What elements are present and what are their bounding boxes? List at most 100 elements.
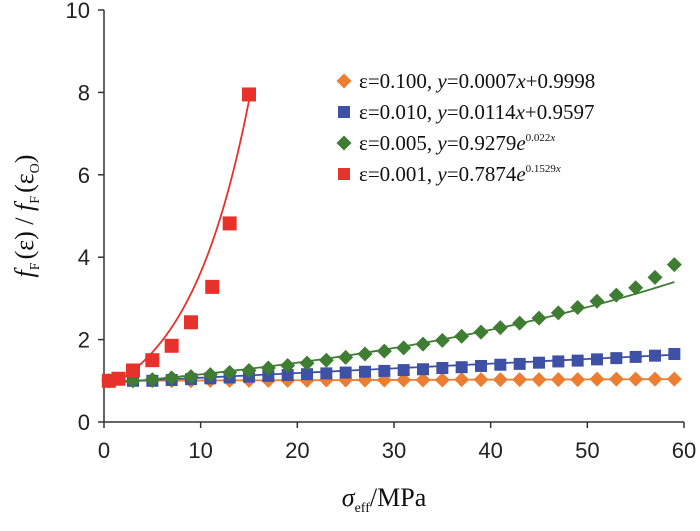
legend-marker [338,168,350,180]
data-point-diamond [454,372,470,388]
data-point-square [571,354,584,367]
data-point-square [649,349,661,362]
data-point-diamond [299,355,315,371]
data-point-diamond [222,365,238,381]
data-point-diamond [434,372,450,388]
x-tick-label: 60 [672,438,696,463]
data-point-square [378,364,391,377]
legend-entry: ε=0.005, y=0.9279e0.022x [359,131,555,155]
data-point-diamond [608,371,624,387]
data-point-diamond [144,372,160,388]
data-point-diamond [647,269,663,285]
x-tick-label: 50 [575,438,599,463]
data-point-diamond [415,336,431,352]
data-point-square [301,368,313,381]
data-point-diamond [338,349,354,365]
data-point-square [359,365,371,378]
y-axis-title: fF(ε) / fF(εO) [10,155,43,278]
data-point-diamond [531,310,547,326]
legend-entry: ε=0.100, y=0.0007x+0.9998 [359,69,595,93]
data-point-diamond [492,372,508,388]
x-tick-label: 20 [285,438,309,463]
data-point-diamond [531,372,547,388]
x-tick-label: 0 [98,438,110,463]
axis-titles: σeff/MPa fF(ε) / fF(εO) [10,155,427,516]
data-point-diamond [357,346,373,362]
y-tick-label: 2 [78,328,90,353]
x-axis-title: σeff/MPa [342,483,427,516]
data-point-diamond [434,332,450,348]
data-point-diamond [318,352,334,368]
data-point-square [494,358,507,371]
legend-marker [338,106,350,118]
legend-entry: ε=0.001, y=0.7874e0.1529x [359,162,561,186]
data-point-diamond [280,358,296,374]
data-points [101,87,682,389]
legend: ε=0.100, y=0.0007x+0.9998 ε=0.010, y=0.01… [336,69,595,186]
data-point-diamond [550,372,566,388]
data-point-square [262,369,275,382]
fit-line [118,100,250,382]
data-point-square [668,348,681,361]
data-point-square [164,338,179,353]
data-point-square [242,87,256,102]
data-point-square [513,357,526,370]
data-point-diamond [260,360,276,376]
data-point-diamond [396,372,412,388]
data-point-square [126,363,140,378]
y-tick-label: 0 [78,410,90,435]
x-tick-label: 40 [478,438,502,463]
data-point-diamond [570,372,586,388]
data-point-diamond [550,305,566,321]
data-point-square [417,363,429,376]
data-point-diamond [589,293,605,309]
data-point-square [455,361,468,374]
data-point-diamond [628,371,644,387]
data-point-square [222,216,237,231]
data-point-diamond [396,340,412,356]
data-point-diamond [628,280,644,296]
data-point-diamond [454,328,470,344]
data-point-square [610,352,623,365]
legend-entry: ε=0.010, y=0.0114x+0.9597 [359,100,595,124]
legend-marker [336,73,352,89]
data-point-square [145,353,160,368]
data-point-square [436,362,449,375]
data-point-diamond [241,363,257,378]
data-point-square [591,353,603,366]
data-point-diamond [473,372,489,388]
x-tick-label: 30 [382,438,406,463]
data-point-square [397,364,410,377]
data-point-diamond [164,370,180,386]
data-point-square [339,366,352,379]
data-point-square [629,350,642,363]
data-point-diamond [473,324,489,340]
y-tick-label: 8 [78,80,90,105]
y-tick-label: 6 [78,163,90,188]
x-tick-label: 10 [188,438,212,463]
data-point-square [281,369,294,382]
data-point-square [205,279,220,294]
data-point-diamond [183,369,199,385]
data-point-square [533,356,545,369]
data-point-diamond [492,320,508,336]
data-point-diamond [202,367,218,383]
data-point-square [320,367,333,380]
data-point-square [184,315,198,330]
axes: 0 2 4 6 8 10 0 10 20 30 40 50 60 [66,0,697,463]
y-tick-label: 10 [66,0,90,23]
data-point-diamond [376,343,392,359]
data-point-square [475,359,487,372]
data-point-diamond [647,371,663,387]
data-point-diamond [666,371,682,387]
data-point-diamond [666,257,682,273]
data-point-diamond [589,371,605,387]
data-point-square [111,371,126,386]
data-point-square [552,355,565,368]
legend-marker [336,135,352,151]
y-tick-label: 4 [78,245,90,270]
data-point-diamond [415,372,431,388]
data-point-diamond [570,299,586,315]
data-point-diamond [512,372,528,388]
